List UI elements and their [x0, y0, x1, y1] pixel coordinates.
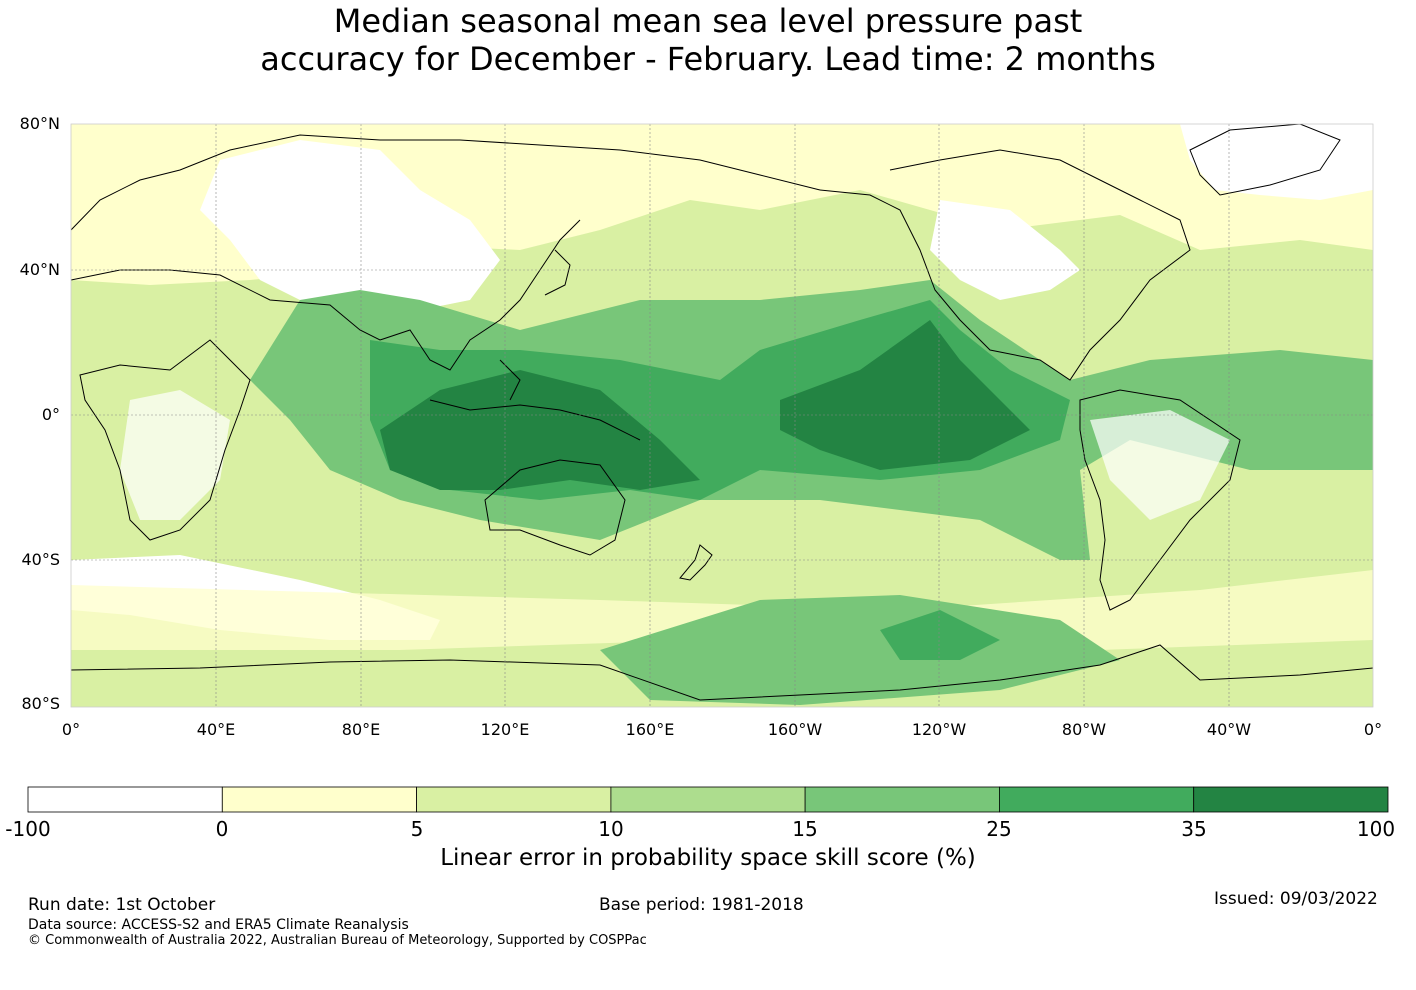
colorbar-segment-2: [221, 786, 418, 813]
lon-label-120e: 120°E: [480, 720, 530, 739]
colorbar-tick-2: 0: [215, 817, 229, 841]
title-line-1: Median seasonal mean sea level pressure …: [333, 2, 1083, 40]
map-field: [71, 124, 1373, 707]
lon-label-160w: 160°W: [767, 720, 823, 739]
lat-label-80n: 80°N: [19, 114, 60, 133]
map-title: Median seasonal mean sea level pressure …: [0, 2, 1416, 78]
coastlines: [71, 124, 1373, 701]
skill-region-white-north: [200, 140, 500, 310]
run-date: Run date: 1st October: [28, 895, 216, 915]
coast-south-america: [1079, 389, 1241, 611]
colorbar-segment-7: [1193, 786, 1389, 813]
colorbar-tick-3: 5: [410, 817, 424, 841]
coast-australia: [484, 459, 626, 556]
lon-label-80w: 80°W: [1061, 720, 1107, 739]
skill-region-tropics-35-west: [380, 370, 700, 490]
colorbar-tick-4: 10: [598, 817, 624, 841]
lat-label-40n: 40°N: [19, 260, 60, 279]
lon-label-80e: 80°E: [341, 720, 381, 739]
colorbar-label: Linear error in probability space skill …: [440, 845, 976, 871]
lon-label-0-right: 0°: [1363, 720, 1383, 739]
coast-greenland: [1189, 124, 1341, 196]
colorbar-segment-4: [610, 786, 806, 813]
skill-region-africa-white: [120, 390, 230, 520]
lat-label-80s: 80°S: [21, 694, 60, 713]
title-line-2: accuracy for December - February. Lead t…: [260, 40, 1156, 78]
colorbar-tick-6: 25: [986, 817, 1012, 841]
colorbar-segment-3: [416, 786, 612, 813]
graticule: [71, 124, 1373, 707]
skill-region-antarctic-15: [600, 595, 1120, 705]
coast-europe-asia: [71, 134, 821, 371]
colorbar-segment-5: [804, 786, 1000, 813]
skill-region-tropics-35-east: [780, 320, 1030, 470]
lon-label-0-left: 0°: [61, 720, 81, 739]
coast-antarctica: [71, 644, 1373, 701]
issued-date: Issued: 09/03/2022: [1214, 889, 1378, 909]
lat-label-equator: 0°: [41, 405, 60, 424]
coast-north-america: [819, 149, 1191, 381]
skill-region-antarctic-25: [880, 610, 1000, 660]
lon-label-160e: 160°E: [625, 720, 675, 739]
coast-africa: [79, 339, 251, 541]
copyright: © Commonwealth of Australia 2022, Austra…: [28, 933, 647, 948]
skill-region-white-namerica: [930, 200, 1080, 300]
skill-region-white-greenland: [1180, 124, 1373, 200]
map-frame: [70, 123, 1374, 708]
lon-label-40w: 40°W: [1206, 720, 1252, 739]
colorbar-segment-6: [999, 786, 1195, 813]
colorbar-tick-8: 100: [1356, 817, 1396, 841]
colorbar-tick-7: 35: [1181, 817, 1207, 841]
skill-region-samerica-white: [1090, 410, 1230, 520]
coast-japan: [544, 249, 571, 296]
colorbar-segment-1: [27, 786, 223, 813]
colorbar: [27, 786, 1389, 813]
base-period: Base period: 1981-2018: [599, 895, 804, 915]
lon-label-120w: 120°W: [911, 720, 967, 739]
colorbar-tick-1: -100: [5, 817, 51, 841]
lon-label-40e: 40°E: [196, 720, 236, 739]
data-source: Data source: ACCESS-S2 and ERA5 Climate …: [28, 917, 409, 933]
lat-label-40s: 40°S: [21, 550, 60, 569]
coast-indonesia: [429, 359, 641, 441]
colorbar-tick-5: 15: [792, 817, 818, 841]
